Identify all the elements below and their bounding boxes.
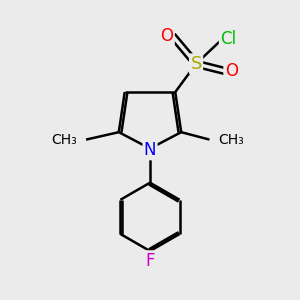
Text: O: O xyxy=(160,27,173,45)
Text: CH₃: CH₃ xyxy=(218,133,244,147)
Text: O: O xyxy=(225,62,238,80)
Text: Cl: Cl xyxy=(220,29,236,47)
Text: N: N xyxy=(144,141,156,159)
Text: F: F xyxy=(145,252,155,270)
Text: S: S xyxy=(190,55,202,73)
Text: CH₃: CH₃ xyxy=(51,133,77,147)
